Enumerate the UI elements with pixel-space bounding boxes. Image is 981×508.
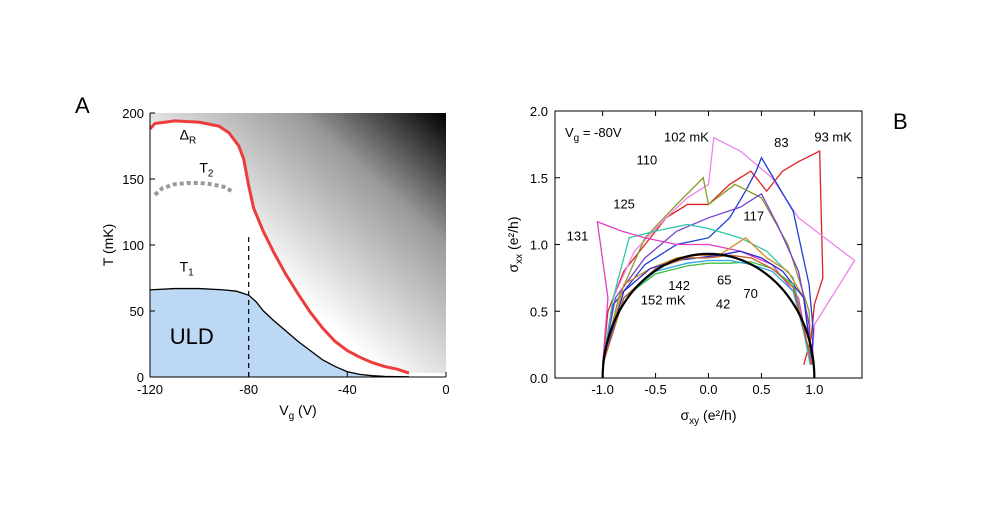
x-tick-label: 0	[442, 382, 449, 397]
label-uld: ULD	[170, 324, 214, 349]
plot-area	[150, 119, 446, 377]
series-152-mk	[602, 250, 813, 365]
label-t2: T2	[199, 159, 214, 179]
y-tick-label: 2.0	[530, 104, 548, 119]
x-tick-label: 0.0	[699, 382, 717, 397]
annotation-102-mk: 102 mK	[664, 130, 709, 145]
y-axis-label: T (mK)	[100, 224, 116, 267]
annotation-131: 131	[567, 228, 589, 243]
x-axis-label: Vg (V)	[279, 402, 316, 422]
y-tick-label: 1.5	[530, 171, 548, 186]
series-125	[601, 223, 811, 365]
annotation-110: 110	[637, 152, 658, 167]
y-tick-label: 0.5	[530, 304, 548, 319]
annotation-83: 83	[774, 135, 788, 150]
label-delta-r: ΔR	[180, 126, 197, 146]
panel-b-label: B	[893, 109, 908, 134]
y-tick-label: 0	[137, 370, 144, 385]
annotation-125: 125	[613, 196, 635, 211]
x-tick-label: -80	[239, 382, 258, 397]
annotation-117: 117	[743, 208, 764, 223]
series-117	[601, 192, 812, 365]
y-tick-label: 1.0	[530, 238, 548, 253]
x-tick-label: 1.0	[805, 382, 823, 397]
y-tick-label: 50	[130, 304, 144, 319]
inset-vg: Vg = -80V	[565, 125, 622, 144]
y-tick-label: 0.0	[530, 371, 548, 386]
plot-area-b	[596, 136, 856, 378]
series-t1	[150, 287, 410, 377]
series-102-mk	[601, 136, 856, 365]
x-tick-label: -0.5	[644, 382, 666, 397]
series-110	[602, 176, 812, 365]
uld-region	[150, 288, 409, 377]
y-tick-label: 100	[122, 238, 144, 253]
semicircle	[601, 252, 816, 378]
series-83	[601, 156, 814, 365]
x-axis-label: σxy (e²/h)	[681, 407, 737, 427]
x-tick-label: -1.0	[591, 382, 613, 397]
annotation-152-mk: 152 mK	[641, 293, 686, 308]
y-axis-label: σxx (e²/h)	[505, 217, 525, 273]
x-tick-label: -120	[137, 382, 163, 397]
series-t2	[153, 180, 235, 197]
y-tick-label: 150	[122, 172, 144, 187]
series-65	[602, 261, 813, 365]
annotation-65: 65	[717, 273, 731, 288]
annotation-70: 70	[743, 286, 757, 301]
annotation-142: 142	[668, 278, 690, 293]
x-tick-label: 0.5	[752, 382, 770, 397]
panel-a-label: A	[75, 93, 90, 118]
annotation-42: 42	[716, 297, 730, 312]
label-t1: T1	[180, 258, 195, 278]
x-tick-label: -40	[338, 382, 357, 397]
annotation-93-mk: 93 mK	[814, 130, 852, 145]
series-delta-r	[150, 119, 410, 375]
y-tick-label: 200	[122, 106, 144, 121]
chart-b: -1.0 -0.5 0.0 0.5 1.0 0.0 0.5 1.0 1.5 2.0 σxy (e²/…	[505, 104, 863, 427]
